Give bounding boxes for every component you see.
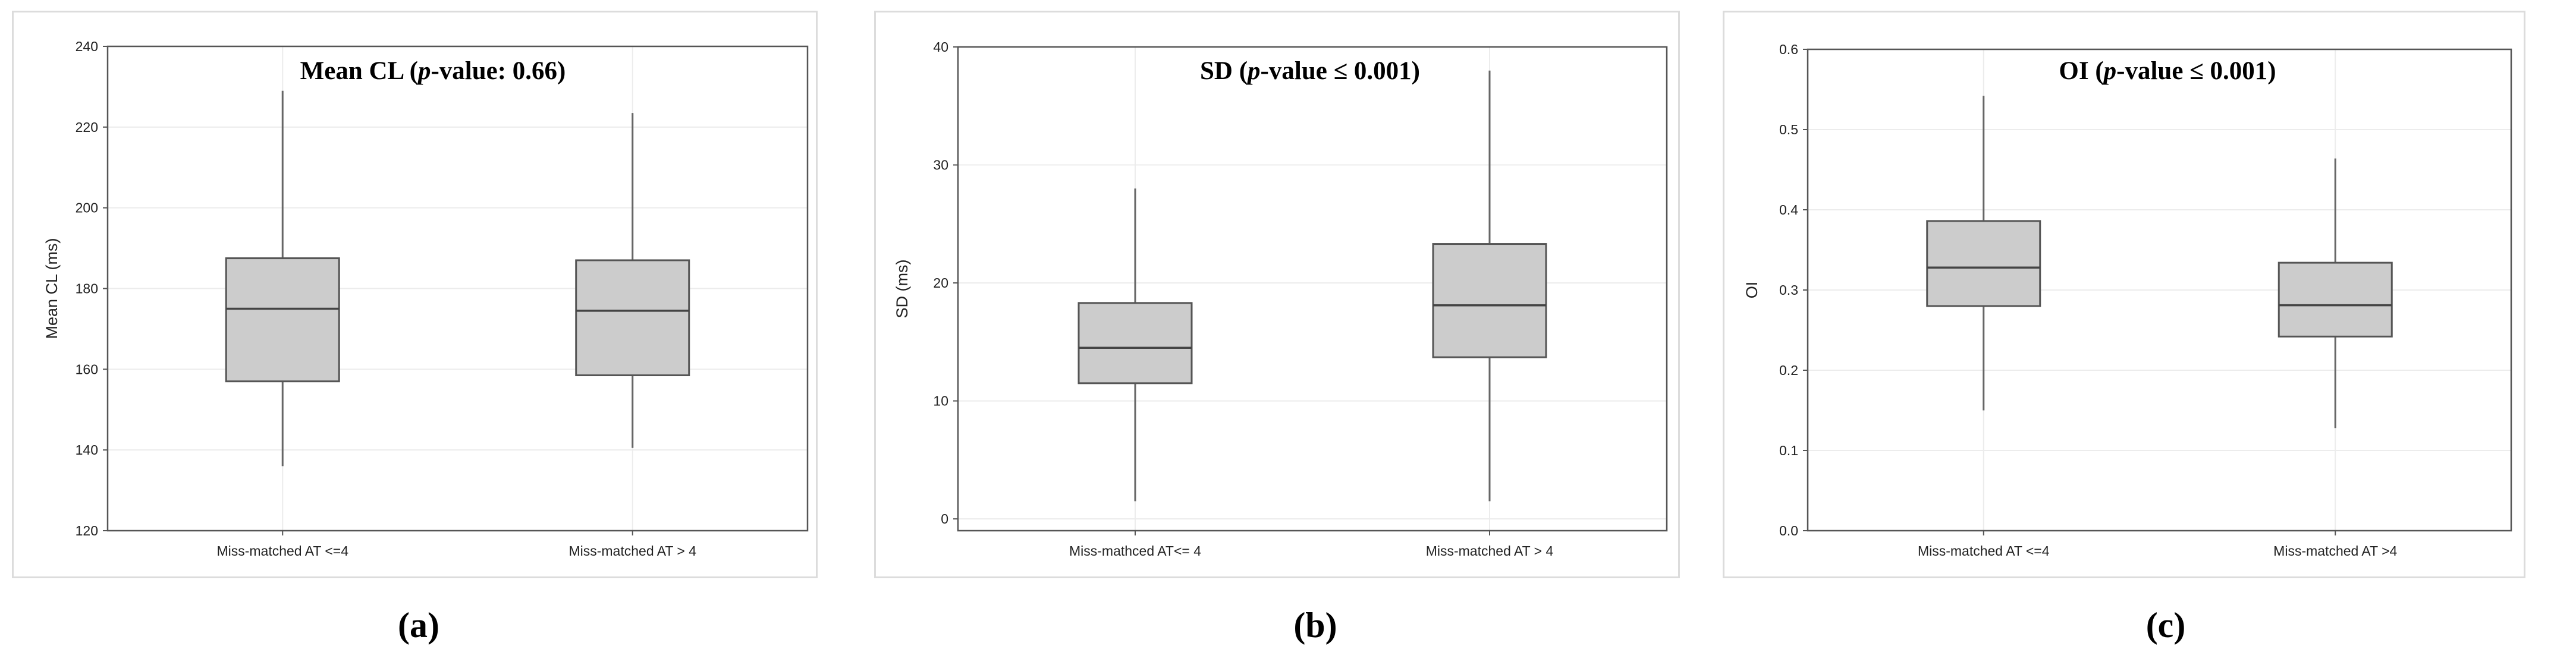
box-iqr (1077, 302, 1193, 384)
y-tick-label: 0.0 (1779, 523, 1798, 538)
y-tick-label: 140 (76, 442, 98, 458)
y-axis-label: Mean CL (ms) (43, 238, 61, 339)
x-category-label: Miss-matched AT <=4 (1918, 543, 2050, 559)
chart-title: Mean CL (p-value: 0.66) (300, 57, 566, 85)
chart-title: OI (p-value ≤ 0.001) (2059, 57, 2276, 85)
y-tick-label: 0.6 (1779, 42, 1798, 57)
box-plot-a: 120 140 160 180 200 220 240 Mean CL (ms) Miss-ma… (43, 39, 809, 559)
y-tick-label: 200 (76, 200, 98, 216)
x-category-label: Miss-matched AT >4 (2273, 543, 2397, 559)
plot-frame (957, 46, 1668, 532)
y-tick-label: 0.5 (1779, 122, 1798, 137)
box-plot-c: 0.0 0.1 0.2 0.3 0.4 0.5 0.6 OI Miss-matched AT <… (1743, 42, 2512, 559)
x-category-label: Miss-matched AT > 4 (568, 543, 696, 559)
chart-panel-b: 0 10 20 30 40 SD (ms) Miss-mathced AT<= 4 Miss-… (874, 11, 1680, 578)
box-iqr (2277, 261, 2393, 338)
y-tick-label: 220 (76, 119, 98, 135)
y-axis-label: SD (ms) (893, 260, 911, 319)
box-iqr (1926, 220, 2041, 307)
y-tick-label: 0 (941, 511, 948, 527)
y-tick-label: 20 (933, 275, 948, 291)
y-tick-label: 160 (76, 361, 98, 377)
y-tick-label: 0.3 (1779, 282, 1798, 298)
y-tick-label: 120 (76, 523, 98, 538)
caption-b: (b) (1293, 606, 1337, 645)
box-iqr (575, 259, 690, 377)
chart-panel-a: 120 140 160 180 200 220 240 Mean CL (ms) Miss-ma… (12, 11, 818, 578)
y-tick-label: 180 (76, 281, 98, 297)
box-iqr (1432, 243, 1547, 358)
y-tick-label: 240 (76, 39, 98, 54)
y-axis-label: OI (1743, 282, 1761, 299)
y-tick-label: 0.1 (1779, 443, 1798, 458)
y-tick-label: 40 (933, 39, 948, 55)
x-category-label: Miss-matched AT <=4 (216, 543, 348, 559)
chart-panel-c: 0.0 0.1 0.2 0.3 0.4 0.5 0.6 OI Miss-matched AT <… (1723, 11, 2525, 578)
box-plot-b: 0 10 20 30 40 SD (ms) Miss-mathced AT<= 4 Miss-… (893, 39, 1668, 559)
caption-c: (c) (2145, 606, 2186, 645)
y-tick-label: 10 (933, 393, 948, 409)
caption-a: (a) (398, 606, 439, 645)
chart-title: SD (p-value ≤ 0.001) (1200, 57, 1420, 85)
x-category-label: Miss-matched AT > 4 (1426, 543, 1554, 559)
x-category-label: Miss-mathced AT<= 4 (1069, 543, 1201, 559)
y-tick-label: 0.4 (1779, 202, 1798, 218)
y-tick-label: 0.2 (1779, 363, 1798, 378)
box-iqr (225, 257, 340, 383)
y-tick-label: 30 (933, 157, 948, 173)
